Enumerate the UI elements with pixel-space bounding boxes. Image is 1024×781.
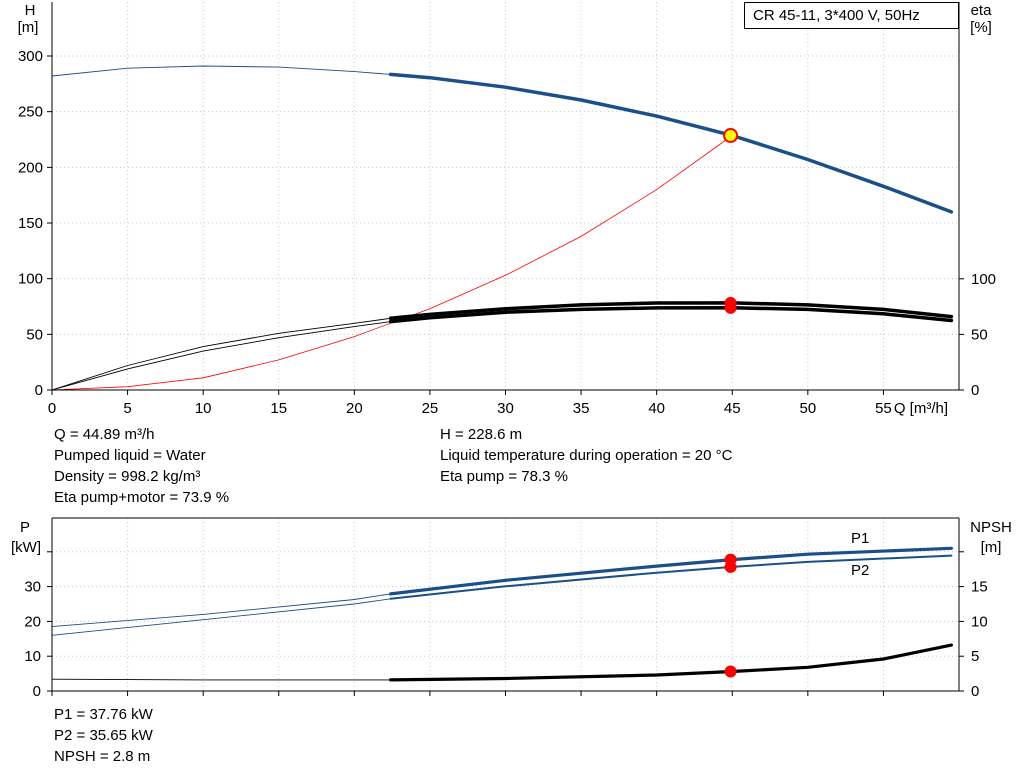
y-axis-label-p: P [20,519,30,536]
y-axis-unit-p: [kW] [11,539,41,556]
top-grid [51,2,959,391]
tick-label-q: 20 [346,400,363,417]
info-flow: Q = 44.89 m³/h [54,426,155,443]
info-npsh: NPSH = 2.8 m [54,748,151,765]
tick-label-q: 10 [195,400,212,417]
tick-label-q: 35 [573,400,590,417]
tick-label-q: 15 [270,400,287,417]
series-label-p2: P2 [851,562,869,579]
tick-label-q: 5 [123,400,131,417]
eta-total-curve-thick [388,306,954,324]
tick-label-npsh: 15 [971,579,988,596]
tick-label-h: 300 [18,48,43,65]
power-info: P1 = 37.76 kW P2 = 35.65 kW NPSH = 2.8 m [54,704,153,767]
info-eta-total: Eta pump+motor = 73.9 % [54,489,230,506]
operating-info-right: H = 228.6 m Liquid temperature during op… [440,424,732,487]
info-temperature: Liquid temperature during operation = 20… [440,447,733,464]
eta-pump-curve-thick [388,301,954,321]
p1-curve-thick [389,546,953,596]
info-head: H = 228.6 m [440,426,523,443]
x-axis-label: Q [m³/h] [894,400,948,417]
npsh-curve-thin [51,678,391,681]
info-p1: P1 = 37.76 kW [54,706,153,723]
power-marker [724,560,737,573]
tick-label-npsh: 5 [971,648,979,665]
top-frame [51,2,960,391]
info-eta-pump: Eta pump = 78.3 % [440,468,568,485]
tick-label-h: 0 [35,382,43,399]
tick-label-q: 0 [48,400,56,417]
eta-pump-curve-thin [51,317,391,391]
tick-label-q: 45 [724,400,741,417]
y-axis-label-npsh: NPSH [970,519,1012,536]
bottom-curves [51,546,953,682]
tick-label-h: 50 [26,326,43,343]
tick-label-eta: 0 [971,382,979,399]
info-p2: P2 = 35.65 kW [54,727,153,744]
eta-total-curve-thin [51,321,391,391]
p2-curve-thick [389,554,953,600]
tick-label-h: 250 [18,104,43,121]
tick-label-q: 40 [648,400,665,417]
tick-label-q: 25 [422,400,439,417]
info-density: Density = 998.2 kg/m³ [54,468,201,485]
tick-label-q: 50 [799,400,816,417]
eta-marker [724,301,737,314]
tick-label-h: 200 [18,159,43,176]
y-axis-unit-npsh: [m] [981,539,1002,556]
y-axis-unit-h: [m] [18,19,39,36]
npsh-curve-thick [389,643,953,682]
tick-label-q: 30 [497,400,514,417]
head-curve-thin [51,65,391,77]
markers [723,127,739,678]
tick-label-p: 10 [24,648,41,665]
operating-info-left: Q = 44.89 m³/h Pumped liquid = Water Den… [54,424,229,508]
chart-title: CR 45-11, 3*400 V, 50Hz [744,2,959,29]
tick-label-npsh: 10 [971,613,988,630]
top-curves [51,65,954,391]
tick-label-p: 20 [24,613,41,630]
series-label-p1: P1 [851,530,869,547]
y-axis-unit-eta: [%] [970,19,992,36]
p1-curve-thin [51,593,391,628]
info-liquid: Pumped liquid = Water [54,447,206,464]
tick-label-q: 55 [875,400,892,417]
power-marker [724,665,737,678]
tick-label-eta: 100 [971,271,996,288]
p2-curve-thin [51,598,391,636]
tick-label-p: 30 [24,579,41,596]
y-axis-label-h: H [25,2,36,19]
tick-label-h: 100 [18,271,43,288]
head-curve-thick [388,72,954,214]
tick-label-eta: 50 [971,326,988,343]
tick-label-p: 0 [33,683,41,700]
tick-label-h: 150 [18,215,43,232]
system-curve [51,135,733,391]
tick-label-npsh: 0 [971,683,979,700]
y-axis-label-eta: eta [971,2,993,19]
duty-point-marker [723,127,739,143]
